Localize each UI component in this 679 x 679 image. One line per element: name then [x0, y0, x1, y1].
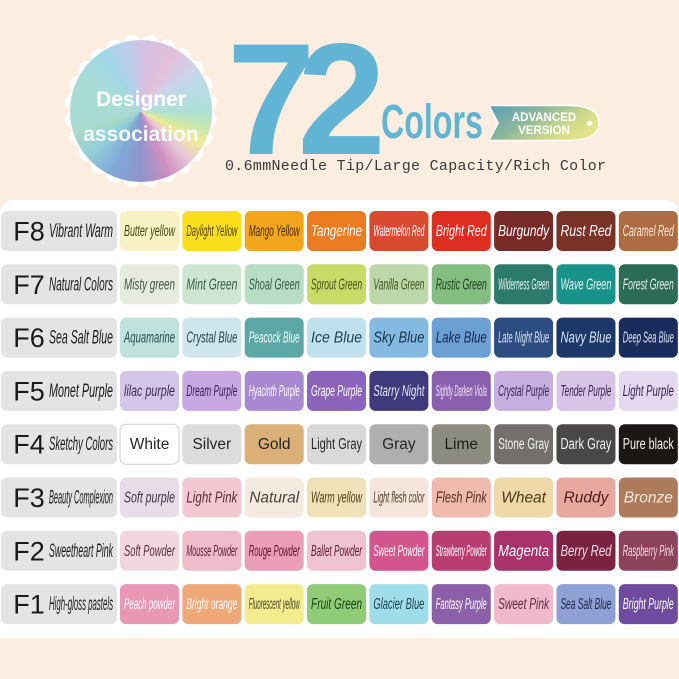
svg-text:Bronze: Bronze	[624, 490, 673, 507]
svg-text:Sketchy Colors: Sketchy Colors	[49, 434, 113, 455]
svg-text:Tangerine: Tangerine	[311, 223, 362, 240]
svg-text:Watermelon Red: Watermelon Red	[373, 223, 425, 240]
svg-text:F8: F8	[13, 217, 45, 247]
svg-text:Sweet Powder: Sweet Powder	[373, 543, 424, 560]
svg-text:Light Pink: Light Pink	[186, 490, 238, 507]
svg-text:Sweet Pink: Sweet Pink	[498, 596, 550, 613]
svg-text:Mousse Powder: Mousse Powder	[186, 543, 237, 560]
svg-text:Mint Green: Mint Green	[186, 276, 237, 293]
svg-text:Dream Purple: Dream Purple	[186, 383, 237, 400]
svg-text:Late Night Blue: Late Night Blue	[498, 330, 549, 347]
svg-text:White: White	[130, 436, 170, 453]
svg-text:Bright Purple: Bright Purple	[623, 596, 674, 613]
svg-text:Aquamarine: Aquamarine	[123, 330, 175, 347]
svg-text:Ice Blue: Ice Blue	[311, 330, 362, 347]
svg-text:Ballet Powder: Ballet Powder	[311, 543, 362, 560]
svg-text:Silver: Silver	[192, 436, 231, 453]
svg-text:F6: F6	[13, 323, 45, 353]
svg-text:Lime: Lime	[444, 436, 478, 453]
svg-text:Forest Green: Forest Green	[623, 276, 674, 293]
svg-text:Fruit Green: Fruit Green	[311, 596, 362, 613]
svg-text:Rouge Powder: Rouge Powder	[249, 543, 300, 560]
svg-text:Sprout Green: Sprout Green	[311, 276, 362, 293]
svg-text:Crystal Purple: Crystal Purple	[498, 383, 549, 400]
svg-text:Caramel Red: Caramel Red	[623, 223, 675, 240]
svg-text:Light flesh color: Light flesh color	[373, 490, 424, 507]
svg-text:Bright Red: Bright Red	[436, 223, 488, 240]
svg-text:Strawberry Powder: Strawberry Powder	[436, 543, 487, 560]
svg-text:Magenta: Magenta	[498, 543, 549, 560]
svg-text:Stone Gray: Stone Gray	[498, 436, 549, 453]
svg-text:F7: F7	[13, 270, 45, 300]
svg-text:Navy Blue: Navy Blue	[560, 330, 611, 347]
svg-text:Rustic Green: Rustic Green	[436, 276, 487, 293]
svg-text:F2: F2	[13, 536, 45, 566]
svg-text:Light Gray: Light Gray	[311, 436, 362, 453]
svg-text:Mango Yellow: Mango Yellow	[249, 223, 301, 240]
svg-text:Beauty Complexion: Beauty Complexion	[49, 488, 113, 509]
svg-text:Gold: Gold	[258, 436, 291, 453]
svg-text:Peacock Blue: Peacock Blue	[249, 330, 300, 347]
svg-text:Daylight Yellow: Daylight Yellow	[186, 223, 238, 240]
svg-text:Wilderness Green: Wilderness Green	[498, 276, 549, 293]
svg-text:F5: F5	[13, 376, 45, 406]
svg-text:Peach powder: Peach powder	[124, 596, 175, 613]
svg-text:Tender Purple: Tender Purple	[560, 383, 611, 400]
svg-text:Soft purple: Soft purple	[124, 490, 175, 507]
svg-text:High-gloss pastels: High-gloss pastels	[49, 594, 113, 615]
svg-text:Grape Purple: Grape Purple	[311, 383, 362, 400]
svg-text:lilac purple: lilac purple	[124, 383, 175, 400]
svg-text:Wave Green: Wave Green	[560, 276, 611, 293]
svg-text:Sea Salt Blue: Sea Salt Blue	[49, 328, 113, 349]
svg-text:Gray: Gray	[382, 436, 416, 453]
svg-text:Shoal Green: Shoal Green	[249, 276, 300, 293]
svg-text:Deep Sea Blue: Deep Sea Blue	[623, 330, 674, 347]
svg-text:Wheat: Wheat	[501, 490, 546, 507]
svg-text:VERSION: VERSION	[518, 125, 570, 137]
svg-text:Glacier Blue: Glacier Blue	[373, 596, 424, 613]
svg-text:ADVANCED: ADVANCED	[512, 112, 576, 124]
svg-text:Ruddy: Ruddy	[564, 490, 610, 507]
svg-text:Starry Night: Starry Night	[373, 383, 424, 400]
svg-text:Vanilla Green: Vanilla Green	[373, 276, 424, 293]
svg-text:Raspberry Pink: Raspberry Pink	[623, 543, 675, 560]
svg-text:F1: F1	[13, 590, 45, 620]
svg-text:Butter yellow: Butter yellow	[124, 223, 176, 240]
svg-text:Berry Red: Berry Red	[560, 543, 612, 560]
svg-text:Crystal Blue: Crystal Blue	[186, 330, 237, 347]
svg-text:Sweetheart Pink: Sweetheart Pink	[49, 541, 114, 562]
svg-text:Soft Powder: Soft Powder	[124, 543, 176, 560]
svg-text:Natural: Natural	[249, 490, 300, 507]
svg-text:Pure black: Pure black	[623, 436, 674, 453]
svg-text:Dark Gray: Dark Gray	[560, 436, 611, 453]
svg-text:Natural Colors: Natural Colors	[49, 274, 113, 295]
svg-text:Burgundy: Burgundy	[498, 223, 550, 240]
svg-text:Flesh Pink: Flesh Pink	[436, 490, 488, 507]
svg-text:Sea Salt Blue: Sea Salt Blue	[560, 596, 611, 613]
svg-text:Monet Purple: Monet Purple	[49, 381, 113, 402]
svg-text:Vibrant Warm: Vibrant Warm	[49, 221, 113, 242]
svg-text:Light Purple: Light Purple	[623, 383, 674, 400]
svg-text:Misty green: Misty green	[124, 276, 175, 293]
svg-text:Sightly Darken Viola: Sightly Darken Viola	[436, 383, 487, 400]
svg-text:F3: F3	[13, 483, 45, 513]
svg-text:Sky Blue: Sky Blue	[373, 330, 424, 347]
svg-text:Warm yellow: Warm yellow	[311, 490, 363, 507]
svg-text:F4: F4	[13, 430, 45, 460]
svg-text:Rust Red: Rust Red	[560, 223, 612, 240]
svg-text:Fluorescent yellow: Fluorescent yellow	[249, 596, 301, 613]
svg-text:Hyacinth Purple: Hyacinth Purple	[249, 383, 300, 400]
svg-text:Lake Blue: Lake Blue	[436, 330, 487, 347]
svg-text:Bright orange: Bright orange	[186, 596, 237, 613]
svg-text:Fantasy Purple: Fantasy Purple	[436, 596, 487, 613]
